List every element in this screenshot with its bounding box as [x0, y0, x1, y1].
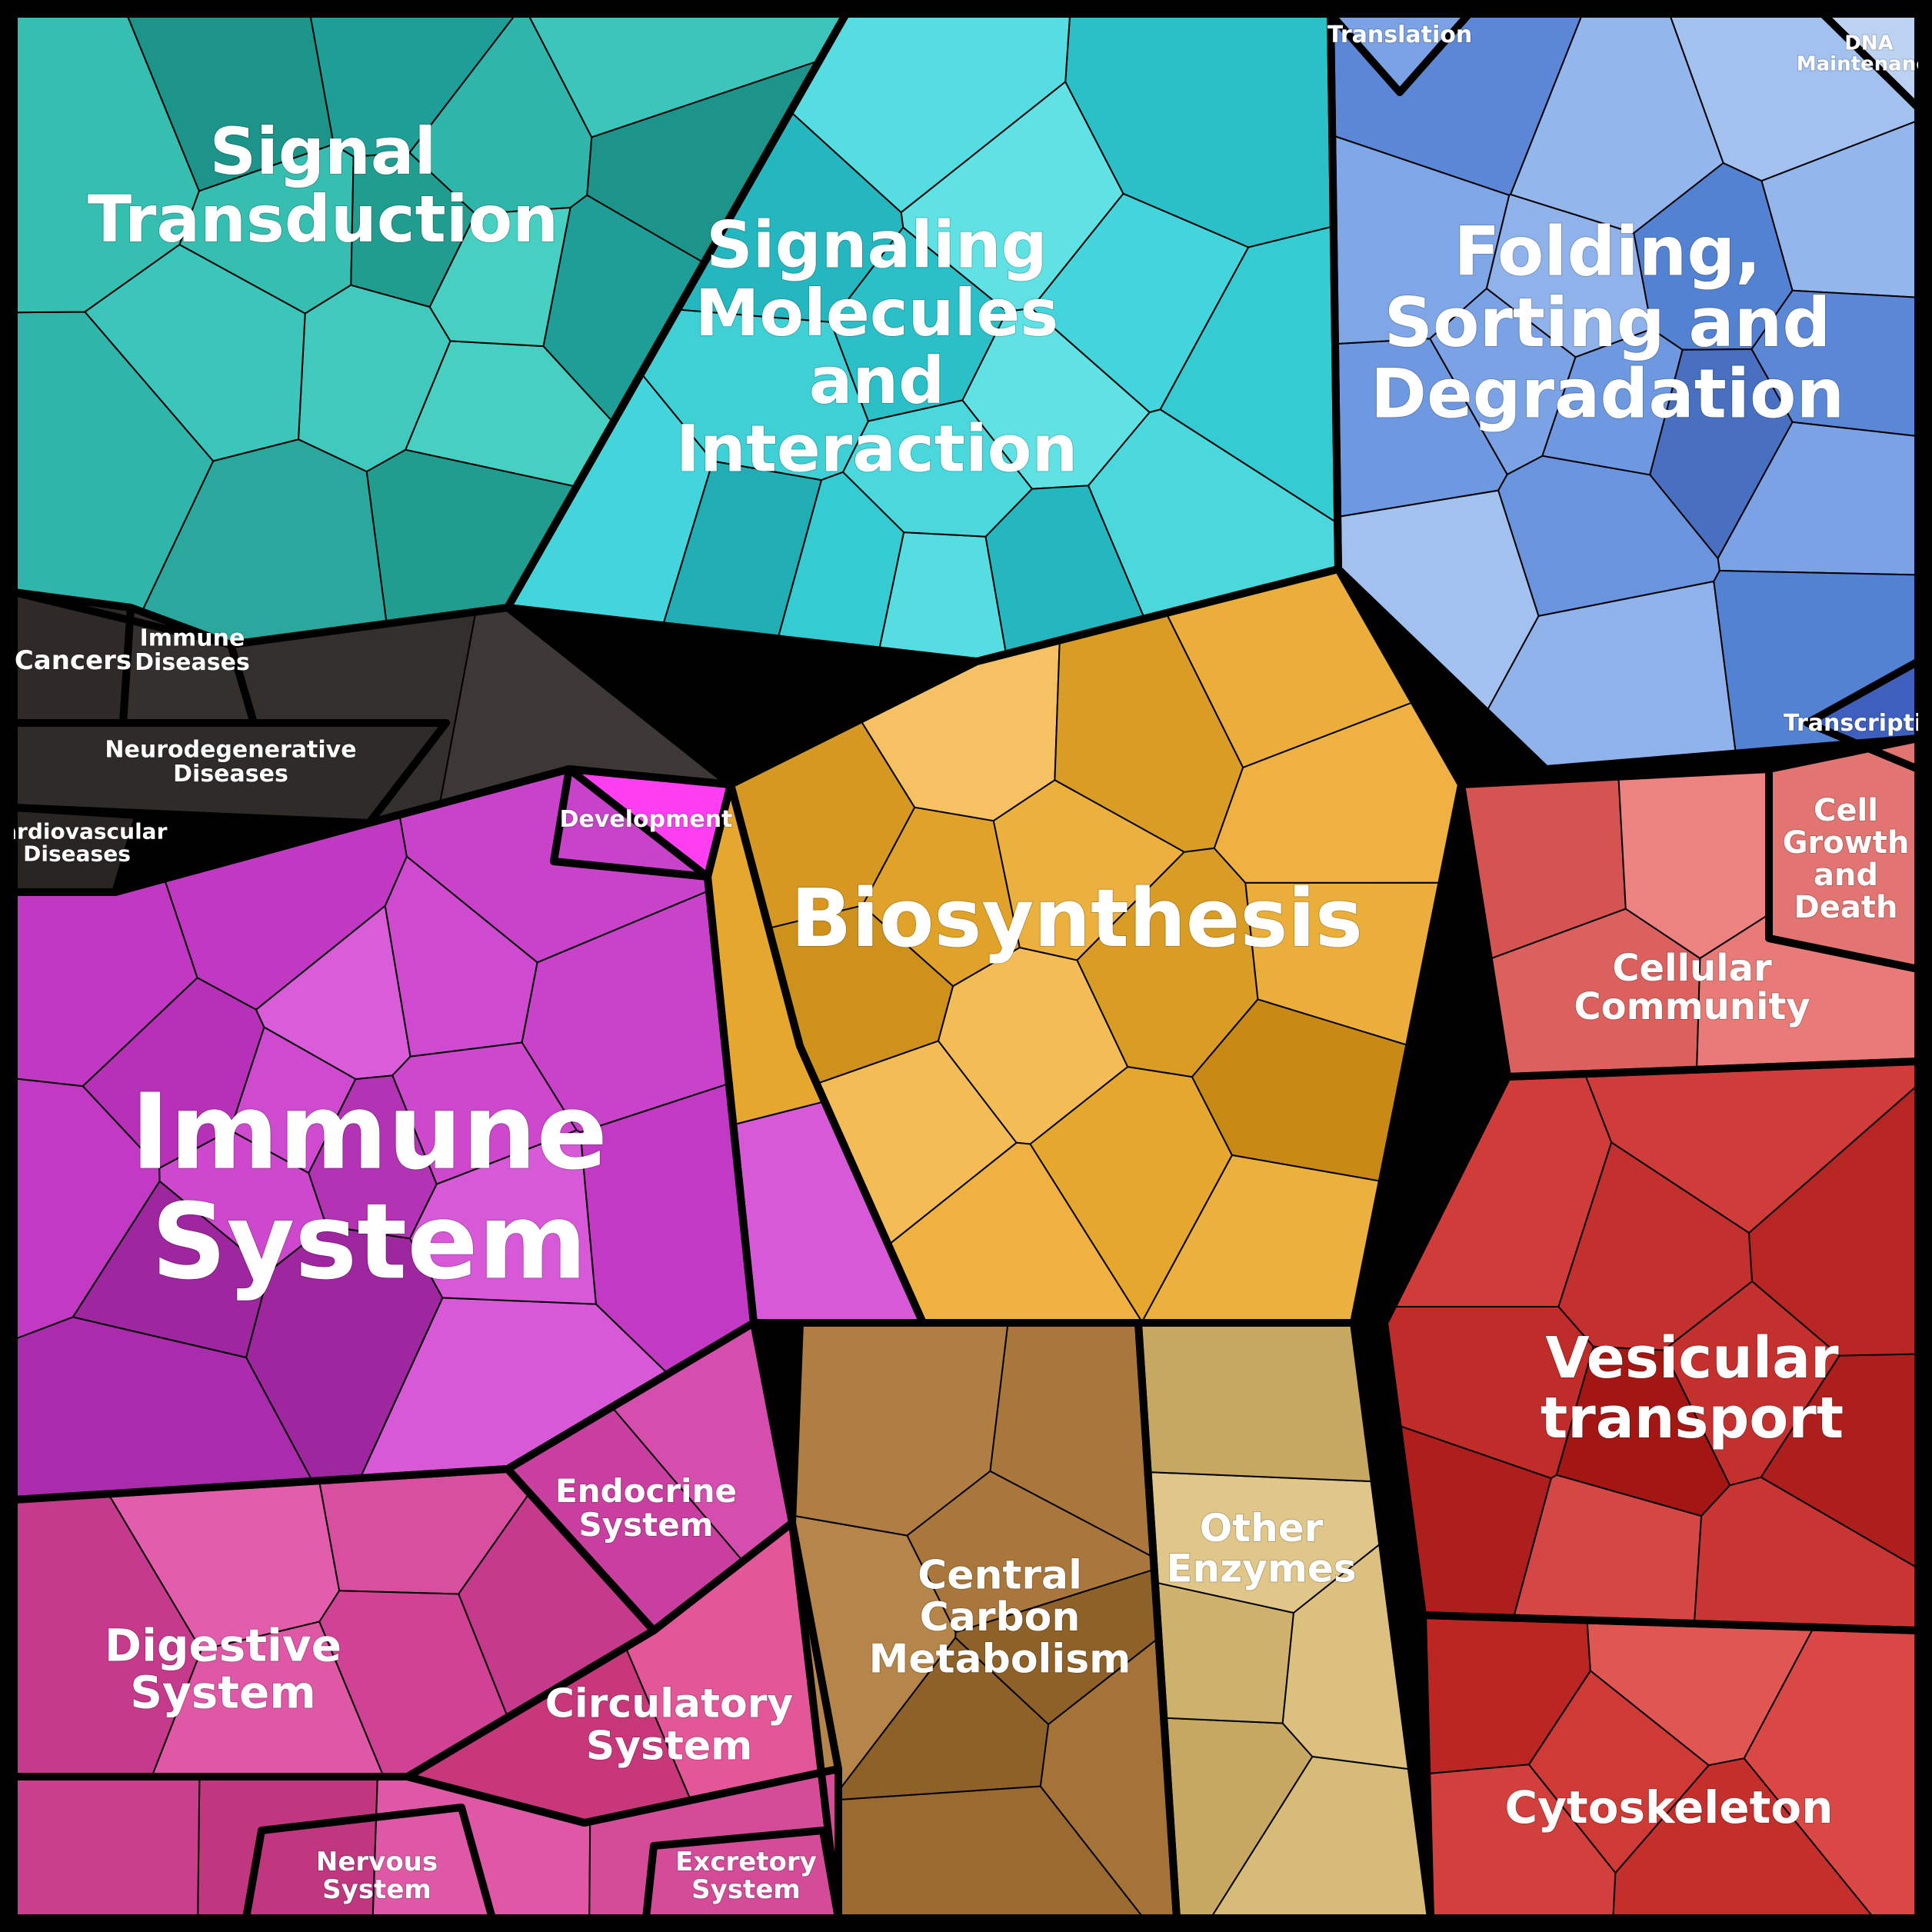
label-cytoskeleton: Cytoskeleton	[1505, 1781, 1834, 1834]
label-signaling_molecules: SignalingMoleculesandInteraction	[676, 208, 1078, 487]
label-excretory_system: ExcretorySystem	[675, 1847, 817, 1905]
label-vesicular_transport: Vesiculartransport	[1541, 1325, 1844, 1451]
voronoi-treemap: SignalTransductionSignalingMoleculesandI…	[0, 0, 1932, 1932]
voronoi-cell	[14, 1777, 199, 1918]
label-development: Development	[560, 806, 733, 833]
label-biosynthesis: Biosynthesis	[791, 871, 1363, 965]
label-nervous_system: NervousSystem	[316, 1847, 438, 1905]
label-translation: Translation	[1327, 22, 1473, 48]
voronoi-cell	[1138, 1323, 1374, 1481]
label-immune_diseases: ImmuneDiseases	[135, 625, 250, 676]
label-endocrine_system: EndocrineSystem	[555, 1472, 737, 1544]
label-immune_system: ImmuneSystem	[131, 1072, 608, 1304]
label-digestive_system: DigestiveSystem	[105, 1620, 341, 1719]
label-cancers: Cancers	[15, 645, 132, 676]
label-transcription: Transcription	[1784, 710, 1932, 737]
